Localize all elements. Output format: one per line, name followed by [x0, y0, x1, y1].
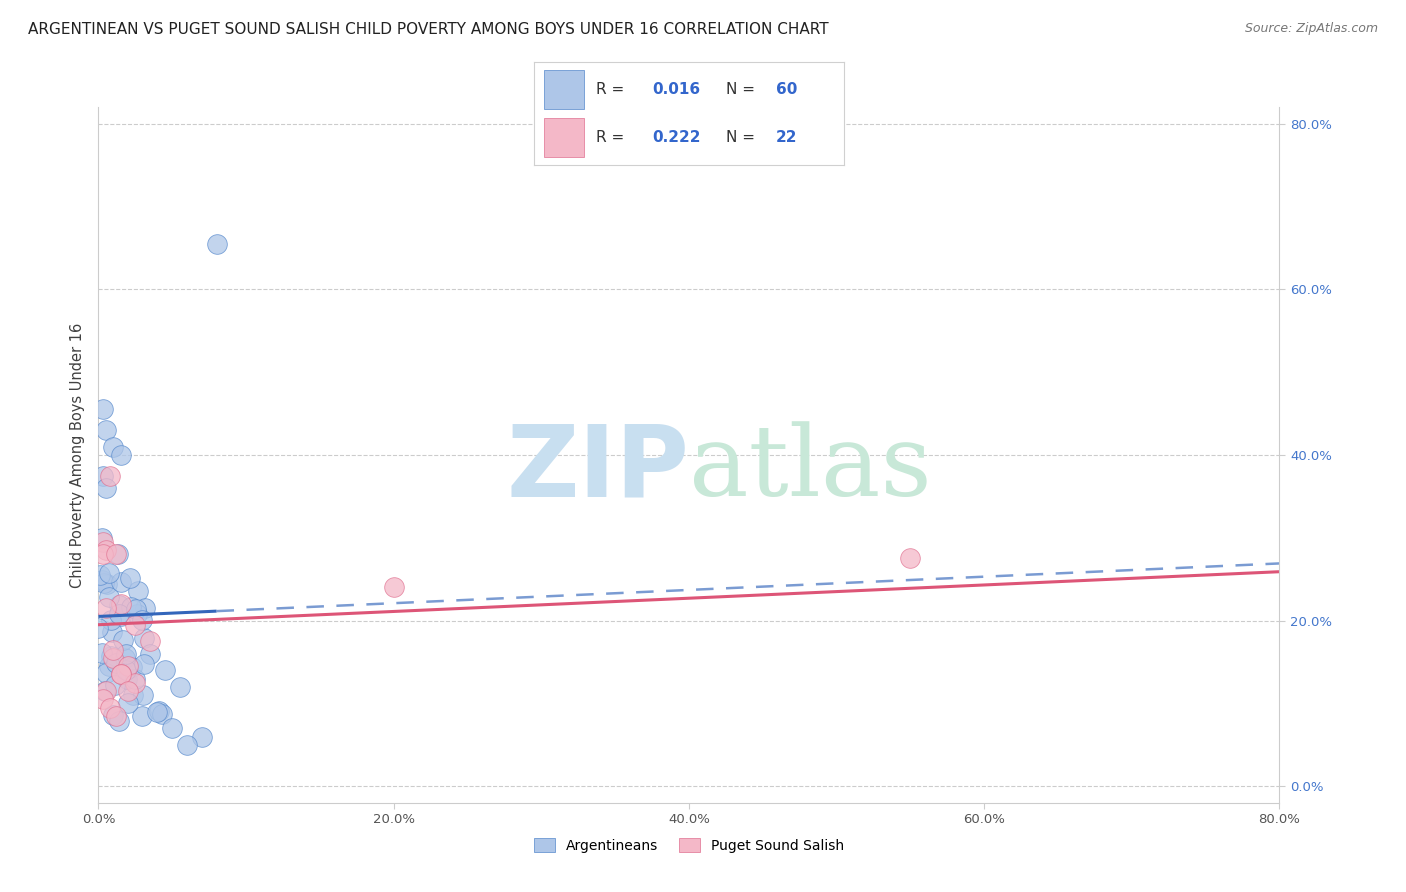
Point	[131, 709, 153, 723]
Bar	[544, 70, 583, 109]
Point	[98, 590, 121, 604]
Point	[114, 663, 136, 677]
Point	[118, 570, 141, 584]
Text: N =: N =	[725, 130, 759, 145]
Point	[132, 688, 155, 702]
Text: ZIP: ZIP	[506, 420, 689, 517]
Point	[122, 689, 145, 703]
Point	[94, 684, 117, 698]
Point	[127, 607, 149, 621]
Text: R =: R =	[596, 130, 630, 145]
Y-axis label: Child Poverty Among Boys Under 16: Child Poverty Among Boys Under 16	[69, 322, 84, 588]
Point	[89, 567, 111, 582]
Point	[150, 707, 173, 722]
Point	[90, 573, 112, 587]
Point	[100, 649, 122, 664]
Point	[169, 680, 191, 694]
Point	[110, 448, 132, 462]
Point	[110, 609, 132, 624]
Point	[117, 659, 139, 673]
Point	[146, 705, 169, 719]
Text: atlas: atlas	[689, 421, 932, 516]
Point	[110, 575, 132, 590]
Text: ARGENTINEAN VS PUGET SOUND SALISH CHILD POVERTY AMONG BOYS UNDER 16 CORRELATION : ARGENTINEAN VS PUGET SOUND SALISH CHILD …	[28, 22, 828, 37]
Point	[91, 534, 114, 549]
Point	[94, 684, 117, 698]
Point	[121, 660, 143, 674]
Point	[91, 402, 114, 417]
Point	[91, 547, 114, 561]
Bar	[544, 118, 583, 157]
Point	[101, 708, 124, 723]
Point	[117, 697, 139, 711]
Point	[153, 663, 176, 677]
Text: Source: ZipAtlas.com: Source: ZipAtlas.com	[1244, 22, 1378, 36]
Point	[117, 684, 139, 698]
Point	[111, 633, 134, 648]
Point	[124, 675, 146, 690]
Point	[103, 642, 125, 657]
Point	[94, 423, 117, 437]
Point	[87, 621, 110, 635]
Point	[91, 531, 114, 545]
Point	[94, 665, 117, 680]
Text: N =: N =	[725, 81, 759, 96]
Point	[98, 566, 121, 580]
Point	[91, 468, 114, 483]
Point	[98, 659, 121, 673]
Point	[132, 631, 155, 645]
Point	[115, 673, 138, 687]
Point	[107, 548, 129, 562]
Point	[205, 236, 228, 251]
Point	[107, 607, 129, 622]
Point	[100, 613, 122, 627]
Point	[110, 597, 132, 611]
Point	[124, 672, 146, 686]
Point	[382, 581, 405, 595]
Point	[124, 617, 146, 632]
Text: 0.016: 0.016	[652, 81, 700, 96]
Point	[124, 602, 146, 616]
Point	[148, 704, 170, 718]
Point	[108, 598, 131, 612]
Point	[104, 656, 127, 670]
Point	[127, 583, 149, 598]
Point	[162, 721, 183, 735]
Point	[110, 667, 132, 681]
Point	[176, 738, 198, 752]
Point	[120, 599, 142, 614]
Point	[103, 651, 125, 665]
Point	[110, 667, 132, 681]
Point	[900, 551, 922, 566]
Point	[94, 481, 117, 495]
Point	[96, 577, 118, 591]
Text: 22: 22	[776, 130, 797, 145]
Point	[98, 468, 121, 483]
Text: R =: R =	[596, 81, 630, 96]
Point	[131, 613, 153, 627]
Point	[105, 547, 128, 561]
Point	[101, 624, 124, 639]
Point	[191, 730, 214, 744]
Point	[105, 708, 128, 723]
Point	[94, 601, 117, 615]
Point	[139, 647, 162, 661]
Point	[93, 576, 115, 591]
Point	[94, 543, 117, 558]
Legend: Argentineans, Puget Sound Salish: Argentineans, Puget Sound Salish	[529, 832, 849, 858]
Point	[132, 657, 155, 671]
Point	[115, 647, 138, 661]
Point	[91, 646, 114, 660]
Point	[91, 692, 114, 706]
Point	[103, 440, 125, 454]
Point	[114, 650, 136, 665]
Point	[134, 600, 156, 615]
Point	[103, 678, 125, 692]
Text: 60: 60	[776, 81, 797, 96]
Point	[108, 714, 131, 728]
Point	[139, 634, 162, 648]
Point	[98, 700, 121, 714]
Text: 0.222: 0.222	[652, 130, 700, 145]
